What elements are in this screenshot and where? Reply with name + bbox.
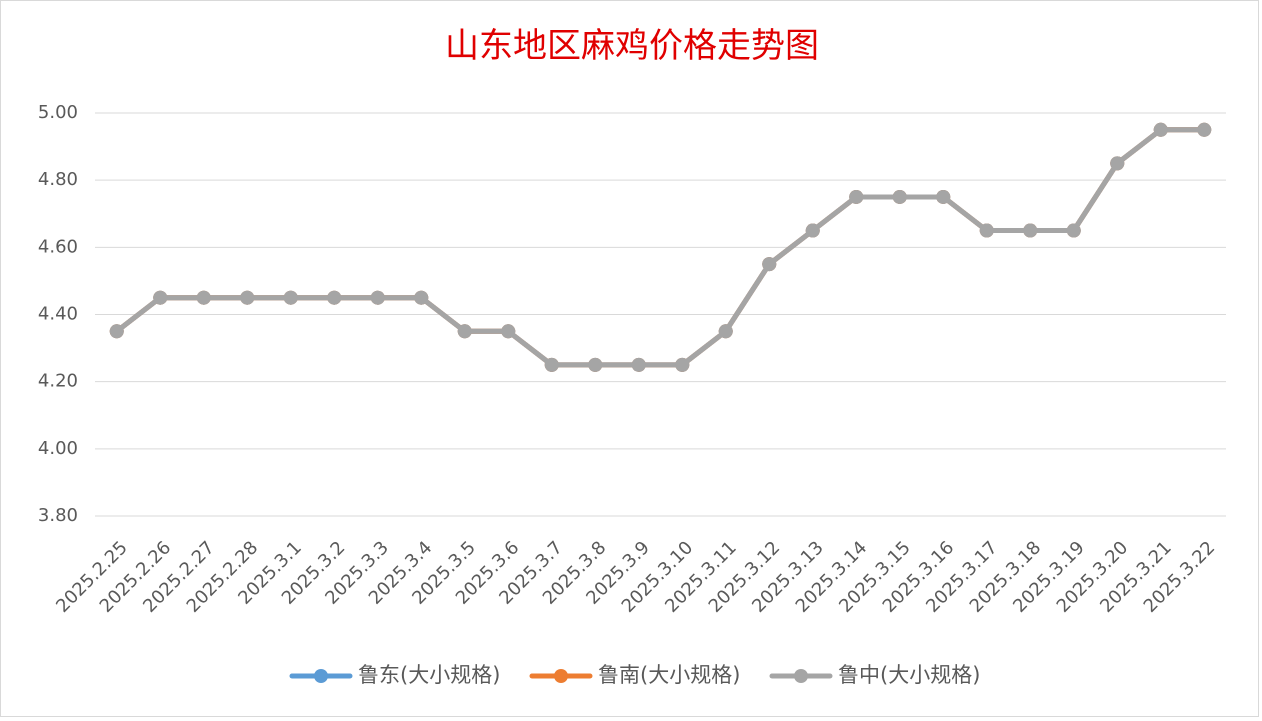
point: [805, 223, 820, 238]
point: [370, 290, 385, 305]
point: [109, 324, 124, 339]
y-tick-label: 4.20: [38, 371, 78, 392]
legend-label: 鲁南(大小规格): [598, 663, 740, 687]
point: [892, 189, 907, 204]
point: [675, 357, 690, 372]
point: [457, 324, 472, 339]
point: [414, 290, 429, 305]
point: [631, 357, 646, 372]
point: [196, 290, 211, 305]
y-tick-label: 5.00: [38, 102, 78, 123]
point: [1197, 122, 1212, 137]
point: [718, 324, 733, 339]
y-tick-label: 4.60: [38, 236, 78, 257]
point: [936, 189, 951, 204]
y-tick-label: 4.40: [38, 304, 78, 325]
point: [762, 257, 777, 272]
point: [1110, 156, 1125, 171]
y-tick-label: 3.80: [38, 505, 78, 526]
chart-title: 山东地区麻鸡价格走势图: [445, 26, 819, 66]
point: [588, 357, 603, 372]
point: [849, 189, 864, 204]
y-tick-label: 4.00: [38, 438, 78, 459]
y-tick-label: 4.80: [38, 169, 78, 190]
legend-marker: [794, 669, 808, 683]
point: [1153, 122, 1168, 137]
legend-marker: [314, 669, 328, 683]
series-line: [115, 127, 1205, 368]
point: [544, 357, 559, 372]
point: [327, 290, 342, 305]
point: [979, 223, 994, 238]
point: [153, 290, 168, 305]
point: [283, 290, 298, 305]
legend-label: 鲁中(大小规格): [838, 663, 980, 687]
point: [1066, 223, 1081, 238]
point: [240, 290, 255, 305]
point: [1023, 223, 1038, 238]
point: [501, 324, 516, 339]
legend-marker: [554, 669, 568, 683]
legend-label: 鲁东(大小规格): [358, 663, 500, 687]
